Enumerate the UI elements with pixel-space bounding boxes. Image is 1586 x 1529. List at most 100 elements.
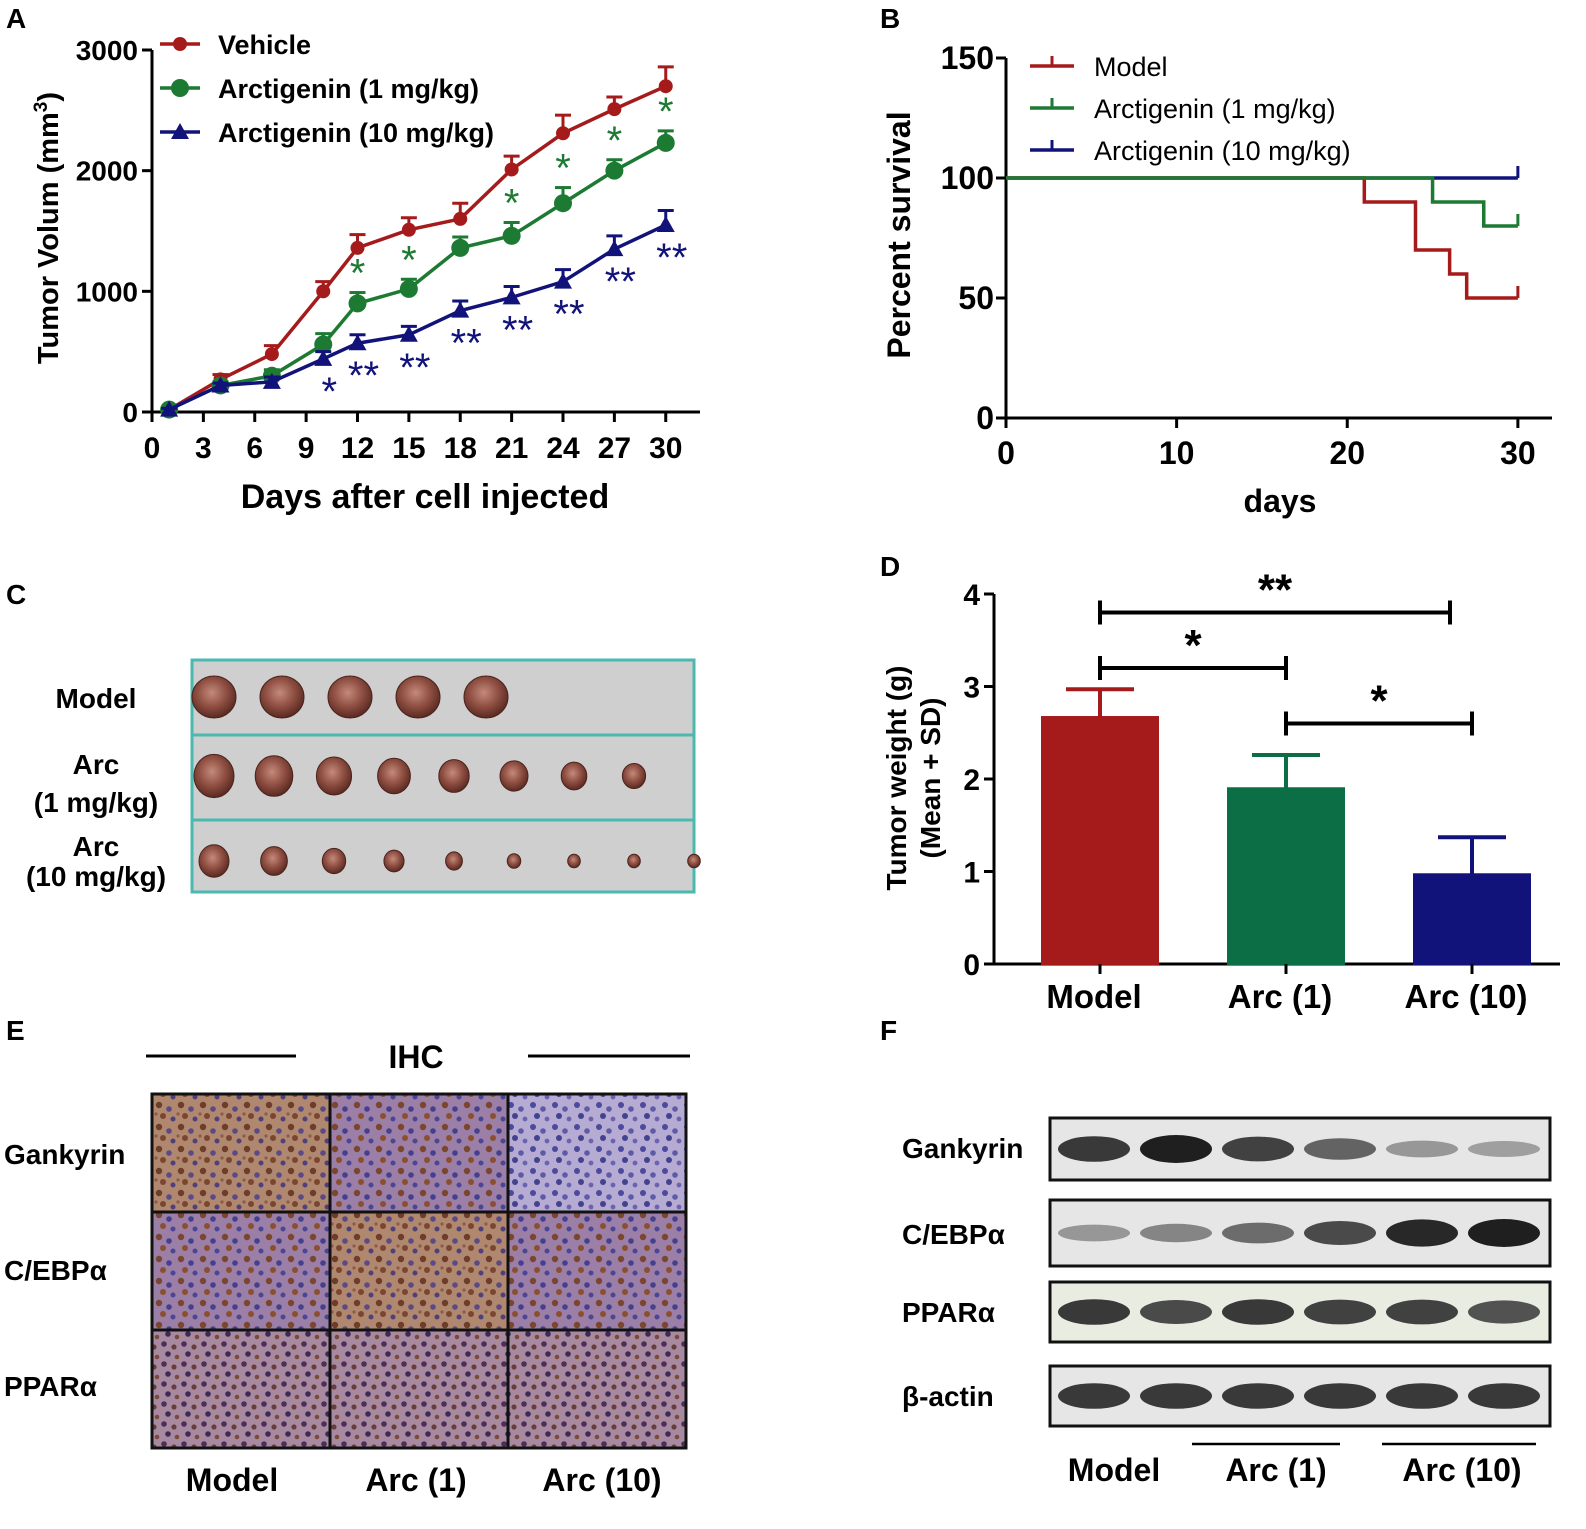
chart-a-data-point [350, 240, 365, 255]
chart-a-significance-mark: * [555, 147, 571, 191]
chart-a-x-tick-label: 27 [598, 432, 631, 465]
tumor-specimen [383, 849, 405, 873]
blot-band [1140, 1135, 1212, 1163]
chart-a-significance-mark: ** [553, 293, 584, 337]
chart-a-x-label: Days after cell injected [241, 478, 610, 516]
panel-label-d: D [880, 551, 900, 582]
blot-strip [1048, 1198, 1552, 1268]
tumor-specimen [560, 761, 588, 791]
chart-d-y-tick-label: 1 [963, 857, 980, 890]
blot-band [1140, 1383, 1212, 1409]
ihc-header: IHC [388, 1039, 443, 1075]
blot-band [1058, 1383, 1130, 1409]
ihc-col-label-model: Model [186, 1462, 278, 1498]
chart-a-data-point [554, 272, 572, 289]
blot-group-label-model: Model [1068, 1452, 1160, 1488]
ihc-row-label-cebpa: C/EBPα [4, 1255, 107, 1286]
chart-a-data-point [262, 372, 281, 389]
blot-band [1222, 1222, 1294, 1244]
chart-a-data-point [451, 301, 470, 318]
ihc-col-label-arc10: Arc (10) [542, 1462, 661, 1498]
ihc-image-cell [150, 1210, 332, 1332]
chart-b-x-tick-label: 20 [1329, 435, 1365, 471]
tumor-specimen [506, 853, 522, 869]
tumor-specimen [193, 753, 235, 799]
panel-label-e: E [6, 1015, 25, 1046]
chart-d-bar [1227, 787, 1345, 965]
blot-band [1140, 1223, 1212, 1243]
chart-a-x-tick-label: 0 [144, 432, 161, 465]
chart-b-legend-label: Arctigenin (1 mg/kg) [1094, 94, 1336, 124]
chart-a-legend-marker [171, 79, 189, 97]
chart-a-data-point [348, 294, 367, 313]
chart-b-x-tick-label: 10 [1159, 435, 1195, 471]
chart-b-y-tick-label: 150 [941, 40, 994, 76]
ihc-col-label-arc1: Arc (1) [365, 1462, 466, 1498]
blot-band [1468, 1219, 1540, 1247]
blot-row-label-ppara: PPARα [902, 1297, 995, 1328]
chart-a-x-tick-label: 12 [341, 432, 374, 465]
tumor-specimen [327, 675, 373, 719]
chart-a-x-tick-label: 15 [392, 432, 425, 465]
chart-b-legend-label: Arctigenin (10 mg/kg) [1094, 136, 1351, 166]
chart-a-significance-mark: ** [399, 346, 430, 390]
chart-a-x-tick-label: 30 [649, 432, 682, 465]
tumor-specimen [321, 847, 347, 875]
blot-group-label-arc1: Arc (1) [1225, 1452, 1326, 1488]
blot-band [1386, 1140, 1458, 1158]
panel-c-row-label-arc1-dose: (1 mg/kg) [34, 787, 158, 818]
panel-label-b: B [880, 3, 900, 34]
chart-a-significance-mark: * [350, 252, 366, 296]
chart-a-y-label: Tumor Volum (mm3) [31, 92, 65, 364]
panel-label-a: A [6, 3, 26, 34]
chart-a-data-point [656, 215, 675, 232]
tumor-specimen [315, 756, 353, 796]
blot-row-label-gankyrin: Gankyrin [902, 1133, 1023, 1164]
blot-band [1468, 1383, 1540, 1409]
blot-band [1468, 1300, 1540, 1324]
chart-a-data-point [502, 288, 521, 305]
chart-b-y-tick-label: 0 [976, 400, 994, 436]
chart-a-data-point [264, 347, 279, 362]
panel-c-row-label-arc10-dose: (10 mg/kg) [26, 861, 166, 892]
blot-band [1386, 1299, 1458, 1325]
chart-a-significance-mark: * [321, 370, 337, 414]
chart-d-x-tick-label: Arc (1) [1228, 978, 1333, 1015]
chart-b-survival-curve [1006, 176, 1518, 300]
ihc-image-cell [506, 1328, 688, 1450]
ihc-image-cell [506, 1092, 688, 1214]
chart-a-significance-mark: ** [656, 236, 687, 280]
chart-a-y-tick-label: 1000 [76, 276, 138, 307]
blot-band [1222, 1136, 1294, 1162]
ihc-panel: IHC Gankyrin C/EBPα PPARα Model Arc (1) … [4, 1039, 690, 1498]
panel-c-row-label-model: Model [56, 683, 137, 714]
chart-b-y-tick-label: 100 [941, 160, 994, 196]
chart-a-data-point [160, 400, 179, 417]
chart-a-data-point [605, 161, 624, 180]
chart-d-significance-label: ** [1258, 566, 1293, 615]
tumor-specimen [463, 675, 509, 719]
chart-d-y-tick-label: 0 [963, 949, 980, 982]
chart-d-bar [1041, 716, 1159, 966]
chart-b-y-label: Percent survival [881, 111, 917, 358]
chart-a-data-point [556, 126, 570, 141]
blot-band [1468, 1141, 1540, 1157]
chart-d-y-label: Tumor weight (g) [881, 666, 912, 891]
survival-chart: 0 50 100 150 0 10 20 30 Model Arctigenin (1 mg/kg… [941, 40, 1552, 471]
blot-band [1058, 1299, 1130, 1325]
ihc-image-cell [328, 1092, 510, 1214]
chart-a-significance-mark: ** [605, 260, 636, 304]
ihc-image-cell [150, 1092, 332, 1214]
chart-a-significance-mark: ** [348, 354, 379, 398]
chart-a-data-point [401, 222, 416, 237]
tumor-specimen [438, 759, 470, 793]
panel-label-c: C [6, 579, 26, 610]
chart-a-data-point [316, 284, 331, 299]
ihc-image-cell [328, 1210, 510, 1332]
western-blot-panel: Gankyrin C/EBPα PPARα β-actin Model Arc … [902, 1116, 1552, 1488]
chart-d-y-label-sub: (Mean + SD) [915, 697, 946, 858]
blot-strip [1048, 1364, 1552, 1428]
